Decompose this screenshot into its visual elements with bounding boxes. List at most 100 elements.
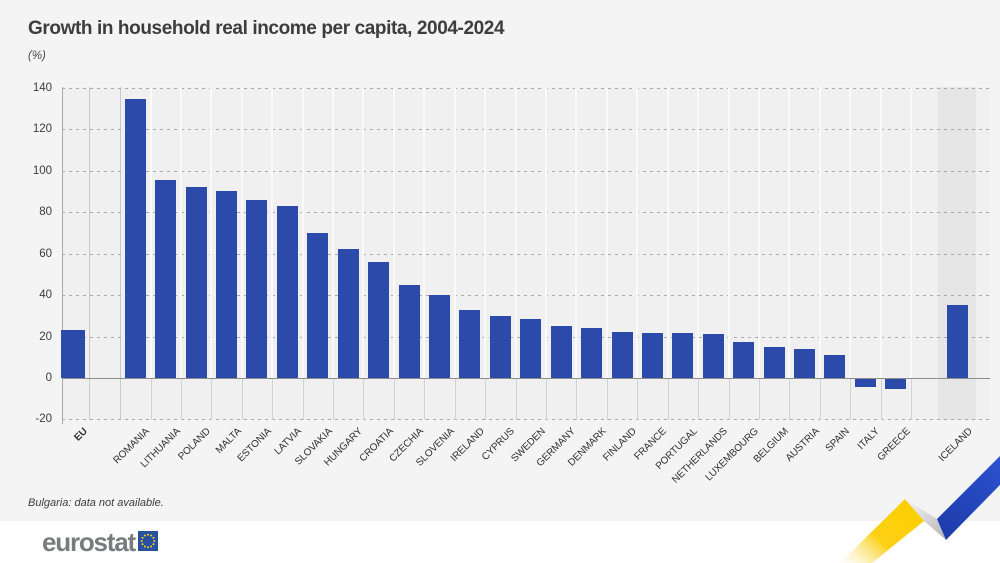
y-tick-label: 80 bbox=[39, 206, 52, 218]
gridline-v-low bbox=[333, 378, 335, 420]
eurostat-logo: eurostat bbox=[42, 527, 158, 557]
gridline-v bbox=[697, 87, 700, 378]
gridline-v bbox=[423, 87, 426, 378]
gridline-v-low bbox=[515, 378, 517, 420]
bar-sweden bbox=[520, 318, 542, 378]
eu-separator-line bbox=[120, 87, 121, 420]
bar-eu bbox=[60, 330, 85, 378]
axis-left-line bbox=[62, 87, 63, 424]
gridline-v-low bbox=[850, 378, 852, 420]
bar-netherlands bbox=[702, 334, 724, 378]
gridline-v-low bbox=[758, 378, 760, 420]
bar-slovakia bbox=[307, 232, 329, 378]
eurostat-logo-text: eurostat bbox=[42, 527, 136, 557]
gridline-v-low bbox=[180, 378, 182, 420]
gridline-v bbox=[484, 87, 487, 378]
bar-luxembourg bbox=[733, 341, 755, 378]
gridline-v-low bbox=[819, 378, 821, 420]
gridline-v-low bbox=[576, 378, 578, 420]
gridline-h bbox=[62, 212, 993, 213]
gridline-v bbox=[179, 87, 182, 378]
gridline-v bbox=[879, 87, 882, 378]
y-tick-label: 20 bbox=[39, 331, 52, 343]
bar-romania bbox=[124, 99, 146, 378]
unit-label: (%) bbox=[28, 50, 46, 62]
bar-greece bbox=[885, 379, 907, 390]
y-tick-label: 60 bbox=[39, 248, 52, 260]
bar-hungary bbox=[337, 249, 359, 378]
footer-strip bbox=[0, 521, 1000, 563]
bar-estonia bbox=[246, 199, 268, 378]
gridline-v bbox=[453, 87, 456, 378]
eu-flag-icon bbox=[137, 530, 158, 556]
bar-belgium bbox=[763, 346, 785, 378]
bar-poland bbox=[185, 187, 207, 378]
gridline-v-low bbox=[211, 378, 213, 420]
bar-italy bbox=[854, 379, 876, 388]
gridline-h bbox=[62, 171, 993, 172]
gridline-v-low bbox=[363, 378, 365, 420]
gridline-v-low bbox=[545, 378, 547, 420]
y-tick-label: 140 bbox=[32, 82, 52, 94]
bar-spain bbox=[824, 355, 846, 378]
gridline-v-low bbox=[424, 378, 426, 420]
gridline-v-low bbox=[911, 378, 913, 420]
gridline-v bbox=[757, 87, 760, 378]
gridline-v bbox=[332, 87, 335, 378]
gridline-v-low bbox=[150, 378, 152, 420]
gridline-h bbox=[62, 88, 993, 89]
gridline-v-low bbox=[880, 378, 882, 420]
footnote: Bulgaria: data not available. bbox=[28, 497, 164, 509]
gridline-v-low bbox=[789, 378, 791, 420]
bar-austria bbox=[794, 348, 816, 378]
gridline-v bbox=[149, 87, 152, 378]
gridline-v bbox=[301, 87, 304, 378]
y-tick-label: 0 bbox=[45, 372, 52, 384]
bar-ireland bbox=[459, 309, 481, 378]
y-tick-label: 120 bbox=[32, 123, 52, 135]
gridline-v-low bbox=[393, 378, 395, 420]
gridline-v-low bbox=[667, 378, 669, 420]
gridline-v bbox=[849, 87, 852, 378]
gridline-v bbox=[544, 87, 547, 378]
bar-cyprus bbox=[489, 315, 511, 378]
gridline-h bbox=[62, 129, 993, 130]
gridline-v bbox=[392, 87, 395, 378]
gridline-v bbox=[514, 87, 517, 378]
gridline-v-low bbox=[302, 378, 304, 420]
gridline-v bbox=[575, 87, 578, 378]
gridline-v bbox=[788, 87, 791, 378]
bar-portugal bbox=[672, 333, 694, 378]
gridline-v-low bbox=[241, 378, 243, 420]
bar-france bbox=[641, 333, 663, 378]
gridline-h bbox=[62, 254, 993, 255]
bar-slovenia bbox=[429, 295, 450, 378]
gridline-v-low bbox=[637, 378, 639, 420]
zero-line bbox=[62, 378, 990, 379]
gridline-v-low bbox=[272, 378, 274, 420]
bar-finland bbox=[611, 332, 633, 378]
gridline-v bbox=[240, 87, 243, 378]
gridline-h bbox=[62, 295, 993, 296]
gridline-v bbox=[636, 87, 639, 378]
gridline-v bbox=[666, 87, 669, 378]
gridline-v-low bbox=[485, 378, 487, 420]
gridline-v bbox=[605, 87, 608, 378]
y-tick-label: 40 bbox=[39, 289, 52, 301]
bar-croatia bbox=[368, 261, 390, 378]
gridline-v bbox=[271, 87, 274, 378]
bar-malta bbox=[216, 191, 238, 378]
bar-denmark bbox=[581, 328, 603, 378]
eu-separator-line bbox=[89, 87, 90, 420]
gridline-v-low bbox=[454, 378, 456, 420]
bar-iceland bbox=[947, 305, 968, 378]
gridline-v bbox=[910, 87, 913, 378]
y-tick-label: 100 bbox=[32, 165, 52, 177]
gridline-h bbox=[62, 419, 993, 420]
gridline-v-low bbox=[606, 378, 608, 420]
y-tick-label: -20 bbox=[35, 413, 52, 425]
gridline-v-low bbox=[728, 378, 730, 420]
bar-germany bbox=[550, 326, 572, 378]
